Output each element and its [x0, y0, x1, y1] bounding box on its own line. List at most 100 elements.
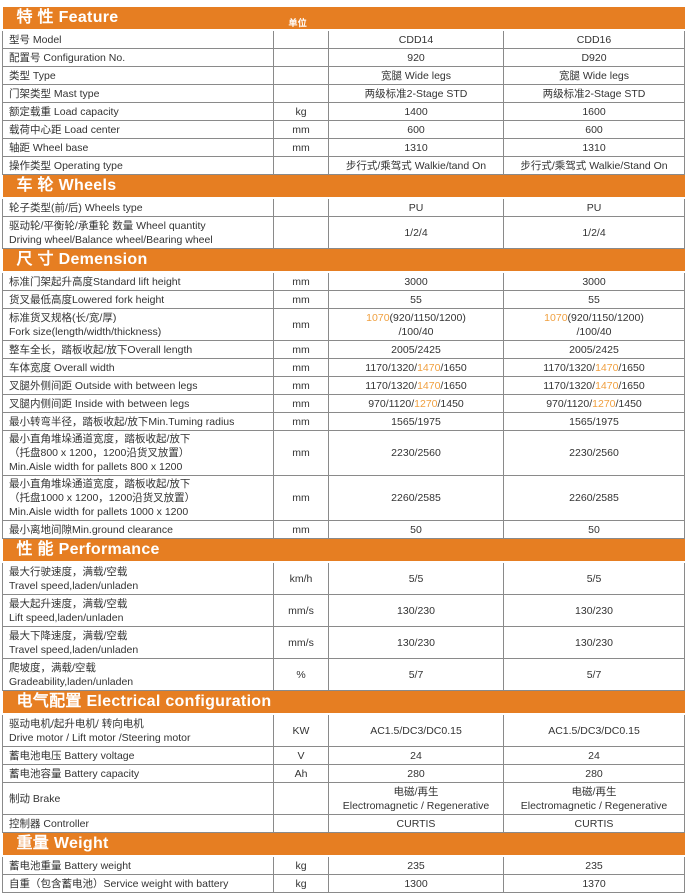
- spec-value-cdd16: 55: [503, 290, 685, 309]
- spec-value-cdd16: 970/1120/1270/1450: [503, 394, 685, 413]
- spec-row: 最小离地间隙Min.ground clearance mm 50 50: [2, 520, 685, 539]
- spec-value-cdd14: 1170/1320/1470/1650: [328, 376, 504, 395]
- section-header: 特 性 Feature 单位: [2, 7, 685, 31]
- spec-label-line: 货叉最低高度Lowered fork height: [9, 293, 165, 306]
- spec-label: 爬坡度，满载/空载 Gradeability,laden/unladen: [2, 658, 274, 691]
- spec-row: 叉腿内侧间距 Inside with between legs mm 970/112…: [2, 394, 685, 413]
- spec-value-cdd14: 600: [328, 120, 504, 139]
- spec-row: 载荷中心距 Load center mm 600 600: [2, 120, 685, 139]
- spec-label: 类型 Type: [2, 66, 274, 85]
- spec-label-line: 最小直角堆垛通道宽度，踏板收起/放下: [9, 478, 191, 490]
- section-header: 重量 Weight: [2, 832, 685, 857]
- spec-label-line: 额定载重 Load capacity: [9, 105, 119, 118]
- spec-value-cdd16: AC1.5/DC3/DC0.15: [503, 713, 685, 747]
- spec-value-line: 1170/1320/1470/1650: [510, 361, 678, 375]
- spec-row: 自重（包含蓄电池）Service weight with battery kg 13…: [2, 874, 685, 893]
- spec-unit: Ah: [273, 764, 329, 783]
- spec-value-line: 1565/1975: [569, 415, 619, 428]
- spec-label-line: 轮子类型(前/后) Wheels type: [9, 201, 143, 214]
- spec-label-line: 型号 Model: [9, 33, 62, 46]
- spec-row: 控制器 Controller CURTIS CURTIS: [2, 814, 685, 833]
- spec-row: 配置号 Configuration No. 920 D920: [2, 48, 685, 67]
- section-header: 尺 寸 Demension: [2, 248, 685, 273]
- spec-value-cdd16: 1370: [503, 874, 685, 893]
- spec-unit: [273, 782, 329, 815]
- spec-value-cdd16: 1600: [503, 102, 685, 121]
- value-segment: (920/1150/1200): [389, 311, 466, 324]
- spec-value-cdd14: 5/7: [328, 658, 504, 691]
- spec-value-cdd16: 2005/2425: [503, 340, 685, 359]
- spec-unit: %: [273, 658, 329, 691]
- spec-value-cdd14: 970/1120/1270/1450: [328, 394, 504, 413]
- spec-unit: mm: [273, 138, 329, 157]
- spec-value-cdd16: 1070(920/1150/1200)/100/40: [503, 308, 685, 341]
- spec-value-cdd16: 1170/1320/1470/1650: [503, 358, 685, 377]
- spec-unit: [273, 156, 329, 175]
- spec-label-line: 最小离地间隙Min.ground clearance: [9, 523, 173, 536]
- spec-value-cdd14: 130/230: [328, 594, 504, 627]
- value-segment: /1450: [615, 397, 642, 410]
- spec-row: 整车全长，踏板收起/放下Overall length mm 2005/2425 200…: [2, 340, 685, 359]
- spec-value-cdd14: CDD14: [328, 29, 504, 49]
- spec-label: 标准货叉规格(长/宽/厚) Fork size(length/width/thic…: [2, 308, 274, 341]
- spec-label: 控制器 Controller: [2, 814, 274, 833]
- section-header-cell: 性 能 Performance: [2, 538, 685, 563]
- unit-column-header: 单位: [288, 18, 308, 28]
- spec-value-cdd16: D920: [503, 48, 685, 67]
- spec-unit: [273, 197, 329, 217]
- value-segment: /1650: [440, 379, 467, 392]
- spec-unit: mm: [273, 412, 329, 431]
- spec-row: 最小转弯半径，踏板收起/放下Min.Tuming radius mm 1565/19…: [2, 412, 685, 431]
- spec-unit: mm: [273, 290, 329, 309]
- spec-unit: kg: [273, 874, 329, 893]
- spec-label-line: 控制器 Controller: [9, 817, 89, 830]
- spec-value-line: 1310: [404, 141, 428, 154]
- spec-label-line: Travel speed,laden/unladen: [9, 579, 139, 592]
- spec-value-cdd14: 235: [328, 855, 504, 875]
- spec-label: 驱动电机/起升电机/ 转向电机 Drive motor / Lift motor …: [2, 713, 274, 747]
- spec-row: 最大起升速度，满载/空载 Lift speed,laden/unladen mm/s…: [2, 594, 685, 627]
- spec-unit: mm: [273, 340, 329, 359]
- spec-label-line: 标准门架起升高度Standard lift height: [9, 275, 181, 288]
- spec-value-line: 5/7: [586, 668, 602, 681]
- spec-label: 最大起升速度，满载/空载 Lift speed,laden/unladen: [2, 594, 274, 627]
- spec-row: 额定载重 Load capacity kg 1400 1600: [2, 102, 685, 121]
- spec-label: 门架类型 Mast type: [2, 84, 274, 103]
- spec-row: 轮子类型(前/后) Wheels type PU PU: [2, 197, 685, 217]
- spec-label-line: 最大行驶速度，满载/空载: [9, 565, 128, 578]
- spec-value-cdd14: 2005/2425: [328, 340, 504, 359]
- spec-value-line: PU: [408, 201, 424, 214]
- spec-unit: V: [273, 746, 329, 765]
- spec-value-line: 600: [585, 123, 603, 136]
- section-header-cell: 重量 Weight: [2, 832, 685, 857]
- spec-value-line: 宽腿 Wide legs: [558, 69, 630, 82]
- spec-value-cdd16: 50: [503, 520, 685, 539]
- spec-row: 最大行驶速度，满载/空载 Travel speed,laden/unladen km…: [2, 561, 685, 595]
- value-segment: /1650: [440, 361, 467, 374]
- spec-label-line: 叉腿外侧间距 Outside with between legs: [9, 379, 198, 392]
- spec-row: 最大下降速度，满载/空载 Travel speed,laden/unladen mm…: [2, 626, 685, 659]
- spec-row: 蓄电池电压 Battery voltage V 24 24: [2, 746, 685, 765]
- spec-unit: mm: [273, 120, 329, 139]
- spec-label-line: Drive motor / Lift motor /Steering motor: [9, 731, 191, 744]
- spec-value-cdd16: 宽腿 Wide legs: [503, 66, 685, 85]
- spec-unit: [273, 66, 329, 85]
- spec-value-line: 2005/2425: [569, 343, 619, 356]
- spec-value-line: 5/7: [408, 668, 424, 681]
- section-title: 尺 寸 Demension: [16, 251, 148, 268]
- spec-value-line: 1310: [582, 141, 606, 154]
- spec-value-line: 电磁/再生: [571, 785, 617, 798]
- spec-label-line: 驱动电机/起升电机/ 转向电机: [9, 717, 144, 730]
- spec-row: 标准货叉规格(长/宽/厚) Fork size(length/width/thic…: [2, 308, 685, 341]
- spec-value-line: 3000: [404, 275, 428, 288]
- spec-value-line: 1/2/4: [404, 226, 428, 239]
- highlighted-value: 1070: [544, 311, 568, 324]
- spec-label: 型号 Model: [2, 29, 274, 49]
- spec-value-line: 5/5: [408, 572, 424, 585]
- spec-value-line: 电磁/再生: [393, 785, 439, 798]
- spec-sheet: 特 性 Feature 单位 型号 Model CDD14 CDD16 配置号 Confi…: [2, 7, 685, 893]
- spec-value-line: 1170/1320/1470/1650: [335, 379, 497, 393]
- spec-value-cdd14: 130/230: [328, 626, 504, 659]
- spec-value-cdd14: 50: [328, 520, 504, 539]
- spec-label: 轴距 Wheel base: [2, 138, 274, 157]
